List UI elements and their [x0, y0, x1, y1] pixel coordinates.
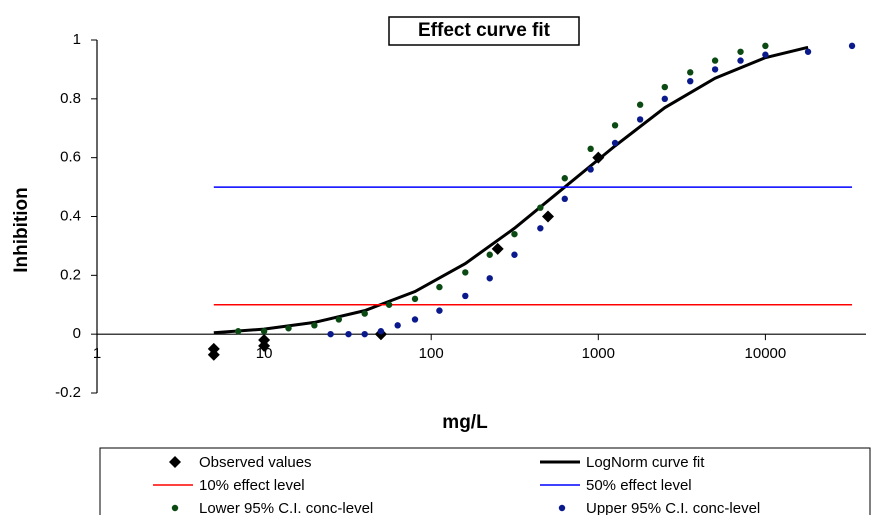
data-point [636, 116, 644, 123]
data-point [361, 310, 368, 317]
data-point [561, 195, 568, 203]
y-tick-label: 0.6 [60, 149, 81, 166]
data-point [327, 330, 334, 338]
y-tick-label: 0.2 [60, 266, 81, 283]
data-point [260, 328, 268, 335]
legend-label: 10% effect level [199, 477, 305, 494]
data-point [561, 175, 568, 182]
data-point [687, 77, 694, 85]
legend-swatch [171, 504, 179, 512]
data-point [737, 48, 744, 55]
data-point [361, 330, 368, 338]
data-point [661, 95, 668, 103]
data-point [737, 57, 744, 64]
x-tick-label: 10000 [745, 345, 787, 362]
legend-label: Lower 95% C.I. conc-level [199, 500, 373, 515]
x-tick-label: 1 [93, 345, 101, 362]
data-point [848, 42, 856, 50]
data-point [537, 225, 544, 232]
data-point [762, 42, 769, 50]
y-tick-label: 0.8 [60, 90, 81, 107]
data-point [462, 269, 469, 276]
x-axis-label: mg/L [442, 412, 488, 433]
legend-box [99, 447, 871, 515]
data-point [587, 145, 594, 153]
series-line [213, 45, 809, 335]
data-point [541, 210, 554, 223]
data-point [258, 339, 271, 352]
data-point [486, 251, 493, 258]
x-tick-label: 100 [419, 345, 444, 362]
data-point [687, 69, 694, 76]
data-point [636, 101, 644, 108]
data-point [462, 292, 469, 300]
data-point [804, 48, 812, 55]
data-point [285, 325, 292, 332]
title-box [388, 16, 580, 46]
data-point [661, 83, 668, 91]
data-point [411, 295, 419, 303]
data-point [345, 330, 352, 338]
data-point [385, 301, 393, 308]
data-point [436, 283, 443, 291]
legend-swatch [558, 504, 566, 512]
data-point [207, 348, 220, 361]
data-point [511, 230, 518, 238]
legend-swatch [169, 456, 181, 468]
data-point [486, 275, 493, 282]
data-point [611, 122, 619, 129]
y-tick-label: 1 [73, 31, 81, 48]
data-point [711, 57, 719, 64]
x-tick-label: 10 [256, 345, 273, 362]
data-point [235, 328, 242, 335]
data-point [436, 307, 443, 314]
x-tick-label: 1000 [582, 345, 615, 362]
data-point [491, 242, 504, 255]
data-point [511, 251, 518, 258]
data-point [311, 322, 318, 329]
data-point [711, 66, 719, 73]
legend-label: LogNorm curve fit [586, 454, 705, 471]
data-point [587, 166, 594, 173]
data-point [762, 51, 769, 58]
y-tick-label: 0 [73, 325, 81, 342]
y-axis-label: Inhibition [11, 187, 32, 272]
data-point [611, 139, 619, 147]
legend-label: Observed values [199, 454, 312, 471]
data-point [537, 204, 544, 211]
data-point [411, 316, 419, 323]
legend-label: 50% effect level [586, 477, 692, 494]
chart-title: Effect curve fit [418, 20, 551, 41]
data-point [394, 322, 401, 329]
legend-label: Upper 95% C.I. conc-level [586, 500, 760, 515]
data-point [377, 328, 385, 335]
data-point [335, 316, 343, 323]
y-tick-label: -0.2 [55, 384, 81, 401]
y-tick-label: 0.4 [60, 207, 81, 224]
